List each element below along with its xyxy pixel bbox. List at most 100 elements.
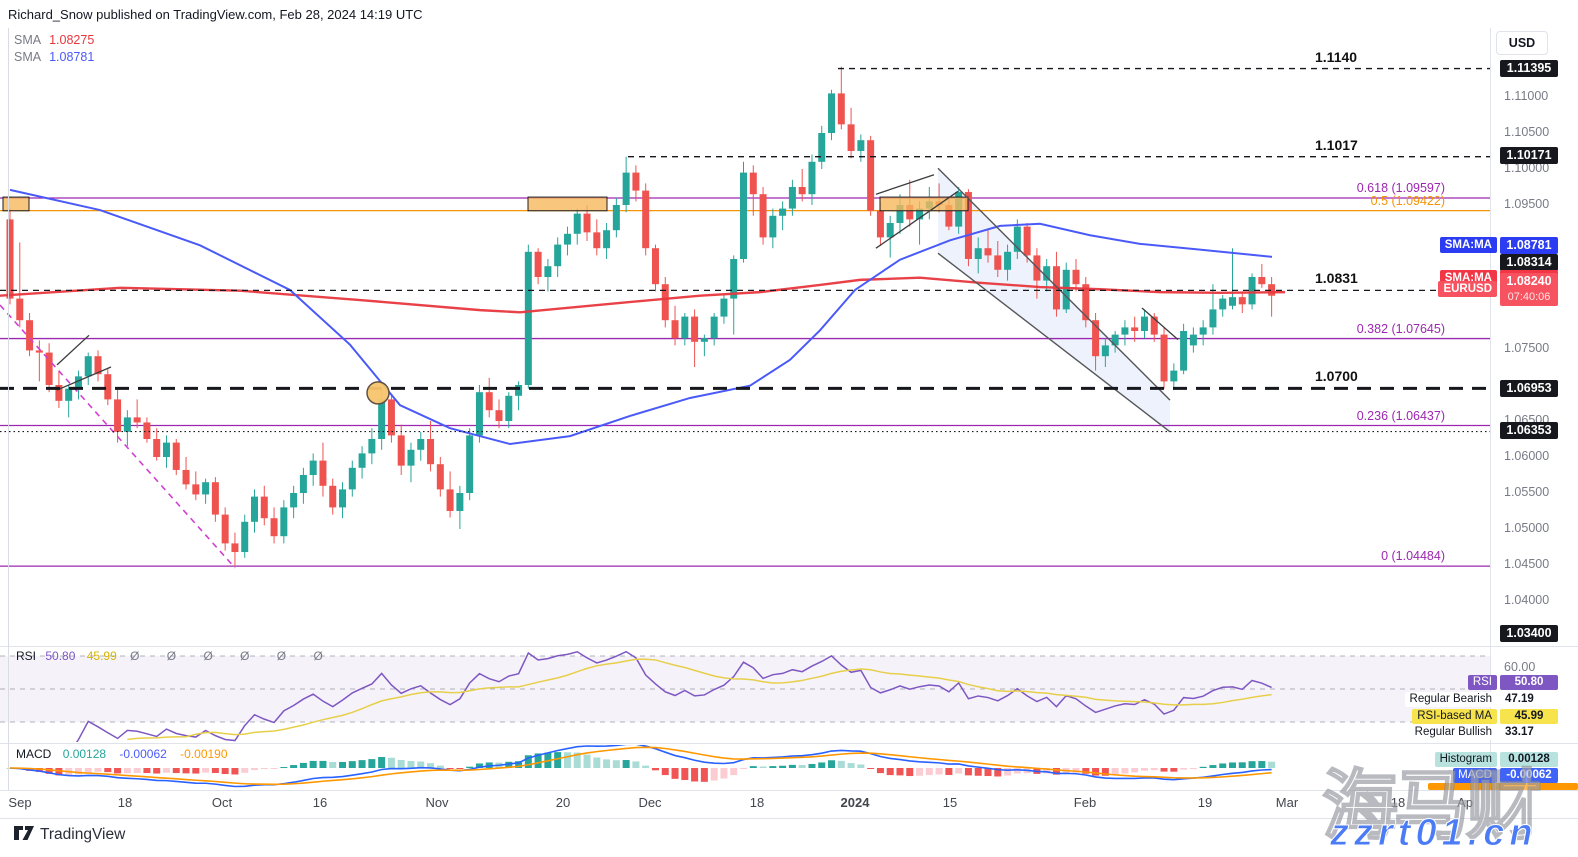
time-axis-tick[interactable]: Oct [211,795,233,810]
macd-histogram-bar [563,752,571,768]
macd-histogram-bar [339,761,347,768]
macd-histogram-bar [964,768,972,776]
macd-histogram-bar [994,768,1002,777]
macd-histogram-bar [1150,768,1158,771]
indicator-name-chip: MACD [1453,768,1497,783]
macd-histogram-bar [251,768,258,771]
macd-histogram-bar [456,768,464,769]
macd-histogram-bar [84,768,92,773]
indicator-value-badge: 45.99 [1500,709,1558,724]
time-axis-tick[interactable]: Nov [425,795,449,810]
time-axis-tick[interactable]: 18 [1390,795,1406,810]
macd-histogram-bar [828,760,836,768]
price-level-label: 1.0831 [1315,270,1358,287]
sma2-label: SMA [14,50,42,64]
tradingview-brand-link[interactable]: TradingView [40,826,126,843]
tradingview-logo-icon[interactable] [13,825,35,843]
macd-histogram-bar [671,768,679,779]
price-level-label: 1.0700 [1315,368,1358,385]
macd-histogram-bar [1229,762,1236,768]
sma-legend-row-2[interactable]: SMA 1.08781 [14,50,94,64]
separator-rsi-macd[interactable] [0,743,1578,744]
macd-histogram-bar [260,768,268,770]
macd-histogram-bar [358,760,366,768]
macd-histogram-bar [1013,768,1021,774]
price-scale-tick: 1.05500 [1504,485,1550,499]
rsi-empty-inputs: Ø Ø Ø Ø Ø Ø [130,649,335,663]
fib-level-label: 0.236 (1.06437) [1356,408,1445,423]
time-axis-tick[interactable]: 18 [749,795,765,810]
macd-histogram-bar [1189,768,1197,769]
macd-histogram-bar [35,768,43,772]
price-badge: 1.06353 [1500,421,1558,439]
time-axis-tick[interactable]: Sep [8,795,32,810]
macd-legend-row[interactable]: MACD 0.00128 -0.00062 -0.00190 [16,747,228,761]
indicator-scale-tick: 60.00 [1504,660,1536,674]
macd-histogram-bar [211,768,219,774]
macd-histogram-bar [749,766,757,768]
macd-histogram-bar [1082,768,1090,774]
price-badge: 1.08314 [1500,253,1558,271]
separator-price-scale [1490,28,1491,790]
time-axis-tick[interactable]: Feb [1073,795,1097,810]
macd-histogram-bar [857,764,865,768]
macd-histogram-bar [1238,762,1246,768]
macd-histogram-bar [280,767,288,769]
supply-zone-box [2,196,30,212]
currency-toggle-button[interactable]: USD [1496,31,1548,55]
macd-histogram-bar [1268,761,1276,768]
time-axis-tick[interactable]: 19 [1197,795,1213,810]
indicator-value-badge: -0.00062 [1500,768,1558,783]
price-badge: 1.10171 [1500,146,1558,164]
macd-histogram-bar [1140,768,1148,771]
macd-histogram-bar [935,768,943,775]
macd-histogram-bar [925,768,933,776]
trendline [875,190,959,249]
macd-histogram-bar [417,761,425,768]
macd-histogram-bar [1258,761,1266,768]
macd-line [9,745,1272,788]
macd-histogram-bar [769,766,777,768]
publication-title: Richard_Snow published on TradingView.co… [8,7,423,22]
sma-200-line [0,276,1286,314]
price-badge: 1.03400 [1500,624,1558,642]
price-badge: 1.11395 [1500,59,1558,77]
time-axis-tick[interactable]: Dec [638,795,662,810]
separator-axis-footer [0,818,1578,819]
macd-histogram-bar [554,752,562,768]
macd-histogram-bar [368,759,376,768]
macd-histogram-bar [446,768,454,769]
macd-histogram-bar [955,768,963,774]
time-axis-tick[interactable]: 20 [555,795,571,810]
macd-histogram-bar [612,760,620,768]
time-axis-tick[interactable]: 15 [942,795,958,810]
time-axis-tick[interactable]: Ap [1457,795,1473,810]
macd-histogram-bar [74,768,82,775]
separator-main-rsi[interactable] [0,646,1578,647]
macd-histogram-bar [886,768,894,776]
price-scale-tick: 1.07500 [1504,341,1550,355]
time-axis-tick[interactable]: 16 [312,795,328,810]
macd-histogram-bar [788,764,796,768]
macd-histogram-bar [691,768,699,782]
macd-histogram-bar [1004,768,1012,776]
macd-histogram-bar [241,768,249,773]
rsi-ma-line [127,658,1272,741]
fib-level-label: 0.618 (1.09597) [1356,181,1445,196]
macd-histogram-bar [1180,768,1188,770]
macd-histogram-bar [1131,768,1139,773]
fib-level-label: 0 (1.04484) [1381,549,1445,564]
rsi-legend-row[interactable]: RSI 50.80 45.99 Ø Ø Ø Ø Ø Ø [16,649,335,663]
macd-histogram-bar [1121,768,1129,774]
macd-histogram-bar [45,768,53,774]
macd-histogram-bar [651,768,659,771]
time-axis-tick[interactable]: 18 [117,795,133,810]
time-axis-tick[interactable]: Mar [1275,795,1299,810]
sma-legend-row-1[interactable]: SMA 1.08275 [14,33,94,47]
price-level-label: 1.1140 [1315,48,1358,65]
macd-histogram-bar [974,768,982,776]
sma-50-line [9,188,1273,446]
macd-histogram-bar [309,760,317,768]
time-axis-tick[interactable]: 2024 [840,795,870,810]
